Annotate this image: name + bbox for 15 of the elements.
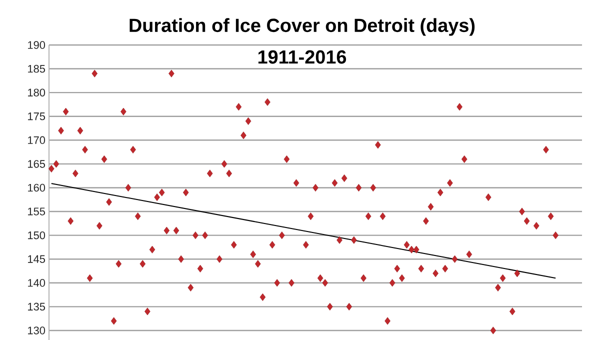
y-tick-label: 190 <box>28 40 46 49</box>
chart-title: Duration of Ice Cover on Detroit (days) <box>130 18 475 36</box>
y-tick-label: 150 <box>28 231 46 239</box>
y-tick-label: 145 <box>28 255 46 263</box>
y-tick-label: 130 <box>28 326 46 334</box>
y-tick-label: 140 <box>28 278 46 287</box>
y-tick-label: 170 <box>28 136 46 144</box>
y-tick-label: 185 <box>28 64 46 72</box>
y-tick-label: 160 <box>28 184 46 192</box>
y-tick-label: 135 <box>28 302 46 310</box>
chart-subtitle: 1911-2016 <box>258 50 346 64</box>
y-tick-label: 180 <box>28 88 46 96</box>
y-tick-label: 165 <box>28 160 46 168</box>
y-tick-label: 155 <box>28 207 46 216</box>
y-tick-label: 175 <box>28 112 46 120</box>
